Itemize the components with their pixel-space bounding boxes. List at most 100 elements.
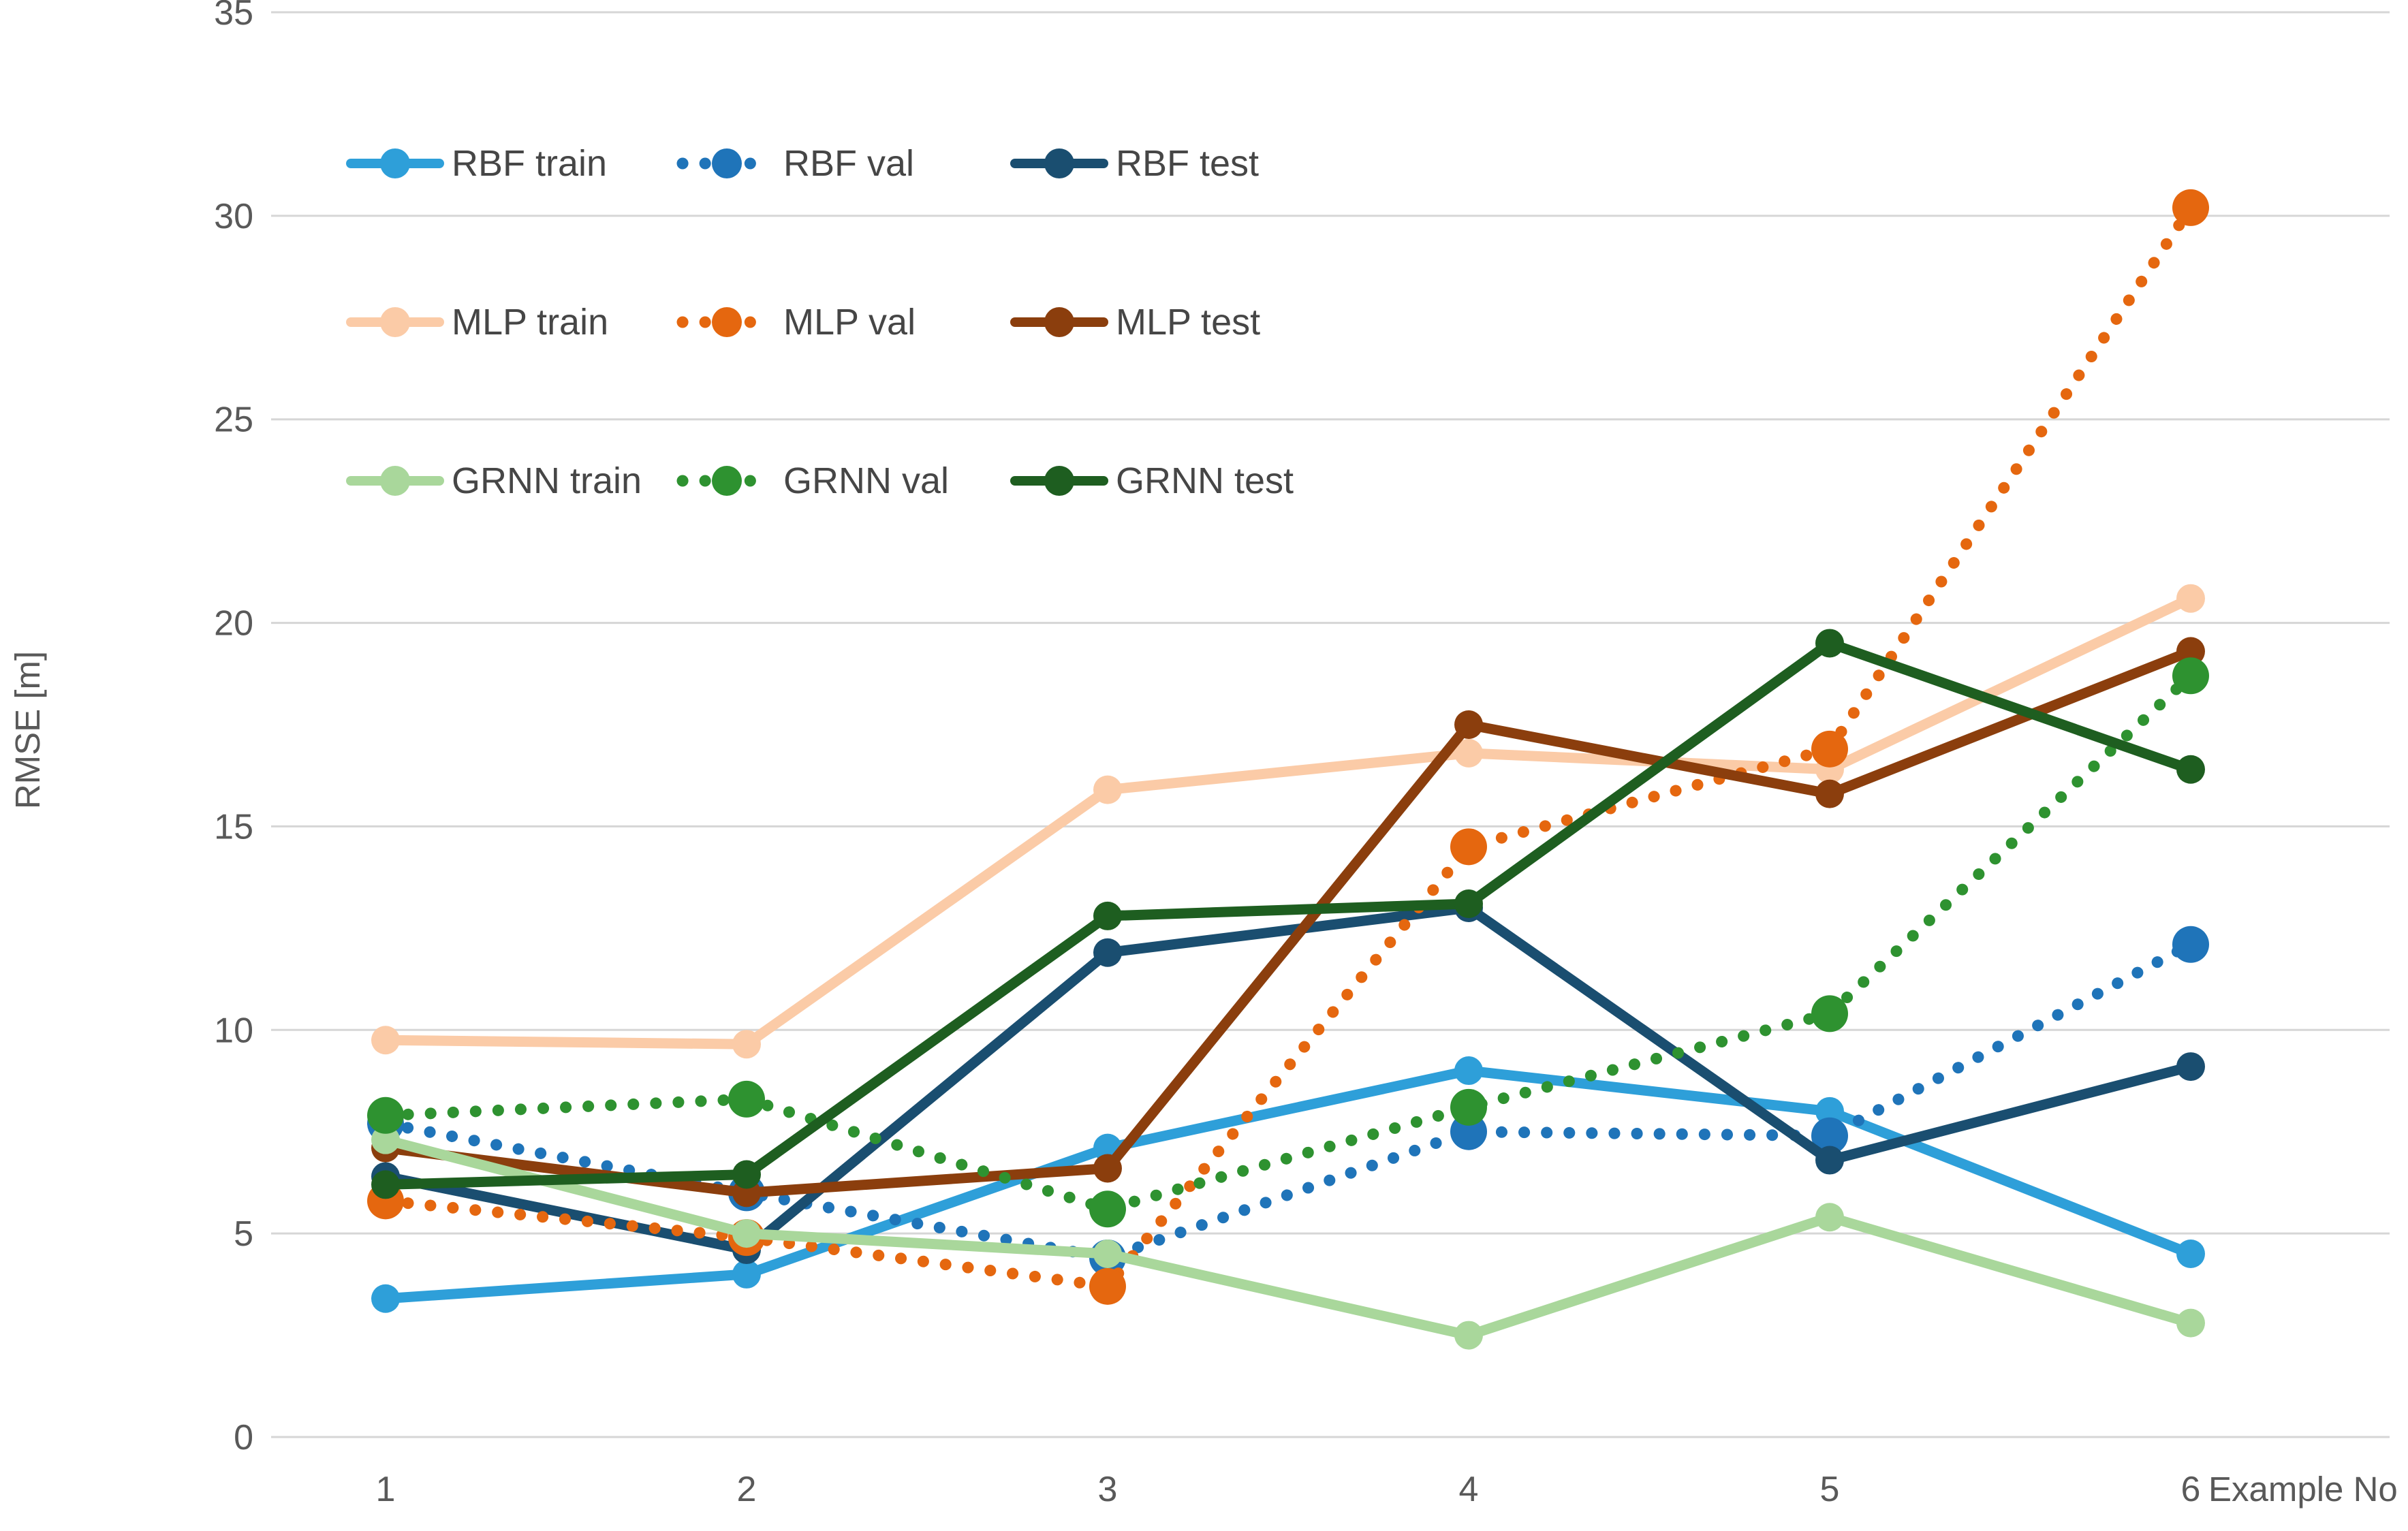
data-point-mlp-train-x1 <box>371 1026 400 1055</box>
x-tick-label-3: 3 <box>1098 1470 1118 1509</box>
data-point-mlp-test-x6 <box>2176 637 2205 666</box>
series-grnn-test <box>371 629 2205 1199</box>
data-point-grnn-test-x5 <box>1815 629 1844 658</box>
legend-key-marker-rbf-train <box>380 148 410 178</box>
legend-item-mlp-test: MLP test <box>1010 302 1260 343</box>
y-tick-label-10: 10 <box>214 1011 253 1050</box>
data-point-rbf-train-x5 <box>1815 1096 1844 1126</box>
x-tick-label-5: 5 <box>1820 1470 1840 1509</box>
data-point-grnn-train-x6 <box>2176 1308 2205 1338</box>
series-line-mlp-val <box>379 202 2197 1293</box>
y-tick-label-0: 0 <box>234 1418 253 1457</box>
series-line-grnn-test <box>380 637 2196 1190</box>
data-point-rbf-test-x3 <box>1093 938 1122 967</box>
legend-item-grnn-val: GRNN val <box>676 460 949 501</box>
data-point-grnn-val-x2 <box>728 1080 765 1118</box>
data-point-grnn-test-x3 <box>1093 901 1122 930</box>
data-point-grnn-val-x1 <box>367 1096 404 1134</box>
legend-key-marker-mlp-train <box>380 307 410 337</box>
data-point-mlp-test-x3 <box>1093 1154 1122 1183</box>
data-point-rbf-test-x6 <box>2176 1052 2205 1082</box>
data-point-grnn-test-x2 <box>732 1160 761 1189</box>
y-tick-label-15: 15 <box>214 807 253 847</box>
legend-label-mlp-test: MLP test <box>1116 302 1260 343</box>
legend-key-marker-rbf-val <box>712 148 742 178</box>
series-line-rbf-val <box>379 938 2197 1264</box>
legend-item-rbf-val: RBF val <box>676 143 914 184</box>
y-axis-title: RMSE [m] <box>8 651 47 809</box>
x-tick-label-6: 6 <box>2181 1470 2201 1509</box>
legend-label-rbf-test: RBF test <box>1116 143 1259 184</box>
legend-label-grnn-val: GRNN val <box>783 460 949 501</box>
data-point-grnn-test-x4 <box>1454 889 1483 918</box>
data-point-grnn-val-x3 <box>1089 1190 1126 1228</box>
data-point-grnn-val-x4 <box>1450 1088 1487 1126</box>
legend-label-rbf-train: RBF train <box>452 143 607 184</box>
legend-label-mlp-train: MLP train <box>452 302 608 343</box>
legend: RBF train RBF val RBF test MLP train MLP val… <box>346 143 1294 501</box>
data-point-grnn-test-x6 <box>2176 755 2205 784</box>
legend-item-rbf-test: RBF test <box>1010 143 1259 184</box>
y-axis-tick-labels: 0 5 10 15 20 25 30 35 <box>214 0 253 1457</box>
legend-label-grnn-train: GRNN train <box>452 460 642 501</box>
data-point-rbf-train-x1 <box>371 1284 400 1313</box>
data-point-rbf-train-x4 <box>1454 1056 1483 1086</box>
legend-label-rbf-val: RBF val <box>783 143 914 184</box>
data-point-grnn-val-x6 <box>2172 657 2209 695</box>
data-point-mlp-val-x4 <box>1450 828 1487 866</box>
legend-item-rbf-train: RBF train <box>346 143 607 184</box>
data-point-grnn-train-x2 <box>732 1219 761 1248</box>
y-tick-label-30: 30 <box>214 197 253 236</box>
x-axis-title: Example No <box>2208 1470 2398 1509</box>
legend-key-marker-rbf-test <box>1044 148 1074 178</box>
legend-item-grnn-test: GRNN test <box>1010 460 1294 501</box>
x-tick-label-4: 4 <box>1459 1470 1479 1509</box>
series-line-mlp-train <box>380 593 2196 1049</box>
series-line-rbf-test <box>380 902 2196 1255</box>
y-tick-label-25: 25 <box>214 400 253 440</box>
data-point-mlp-val-x3 <box>1089 1267 1126 1305</box>
legend-item-mlp-train: MLP train <box>346 302 608 343</box>
data-point-mlp-test-x5 <box>1815 779 1844 808</box>
data-point-rbf-train-x6 <box>2176 1240 2205 1269</box>
legend-key-marker-grnn-train <box>380 466 410 496</box>
data-point-mlp-val-x6 <box>2172 189 2209 226</box>
data-point-mlp-val-x5 <box>1811 730 1848 768</box>
series-line-grnn-val <box>379 669 2197 1215</box>
legend-key-marker-mlp-test <box>1044 307 1074 337</box>
data-point-rbf-train-x2 <box>732 1259 761 1289</box>
data-point-mlp-train-x4 <box>1454 738 1483 768</box>
x-tick-label-1: 1 <box>376 1470 396 1509</box>
series-mlp-train <box>371 584 2205 1059</box>
y-tick-label-5: 5 <box>234 1214 253 1254</box>
series-line-mlp-test <box>380 646 2196 1198</box>
series-line-grnn-train <box>380 1135 2196 1341</box>
data-point-grnn-train-x5 <box>1815 1203 1844 1232</box>
data-point-rbf-test-x5 <box>1815 1146 1844 1175</box>
data-point-mlp-train-x6 <box>2176 584 2205 613</box>
series-line-rbf-train <box>380 1065 2196 1304</box>
legend-label-mlp-val: MLP val <box>783 302 916 343</box>
data-point-grnn-train-x1 <box>371 1125 400 1154</box>
x-axis-tick-labels: 1 2 3 4 5 6 <box>376 1470 2201 1509</box>
y-tick-label-20: 20 <box>214 604 253 644</box>
data-point-grnn-train-x3 <box>1093 1240 1122 1269</box>
legend-key-marker-grnn-val <box>712 466 742 496</box>
data-point-mlp-train-x3 <box>1093 775 1122 804</box>
y-tick-label-35: 35 <box>214 0 253 33</box>
data-point-grnn-val-x5 <box>1811 995 1848 1032</box>
data-point-grnn-train-x4 <box>1454 1321 1483 1350</box>
series-grnn-train <box>371 1125 2205 1350</box>
series-grnn-val <box>367 657 2209 1228</box>
data-point-rbf-val-x5 <box>1811 1117 1848 1154</box>
gridlines <box>271 11 2390 1438</box>
data-point-mlp-train-x2 <box>732 1030 761 1059</box>
legend-label-grnn-test: GRNN test <box>1116 460 1294 501</box>
data-point-mlp-test-x4 <box>1454 710 1483 739</box>
legend-key-marker-grnn-test <box>1044 466 1074 496</box>
data-point-rbf-val-x6 <box>2172 926 2209 963</box>
legend-item-mlp-val: MLP val <box>676 302 916 343</box>
data-point-grnn-test-x1 <box>371 1170 400 1199</box>
